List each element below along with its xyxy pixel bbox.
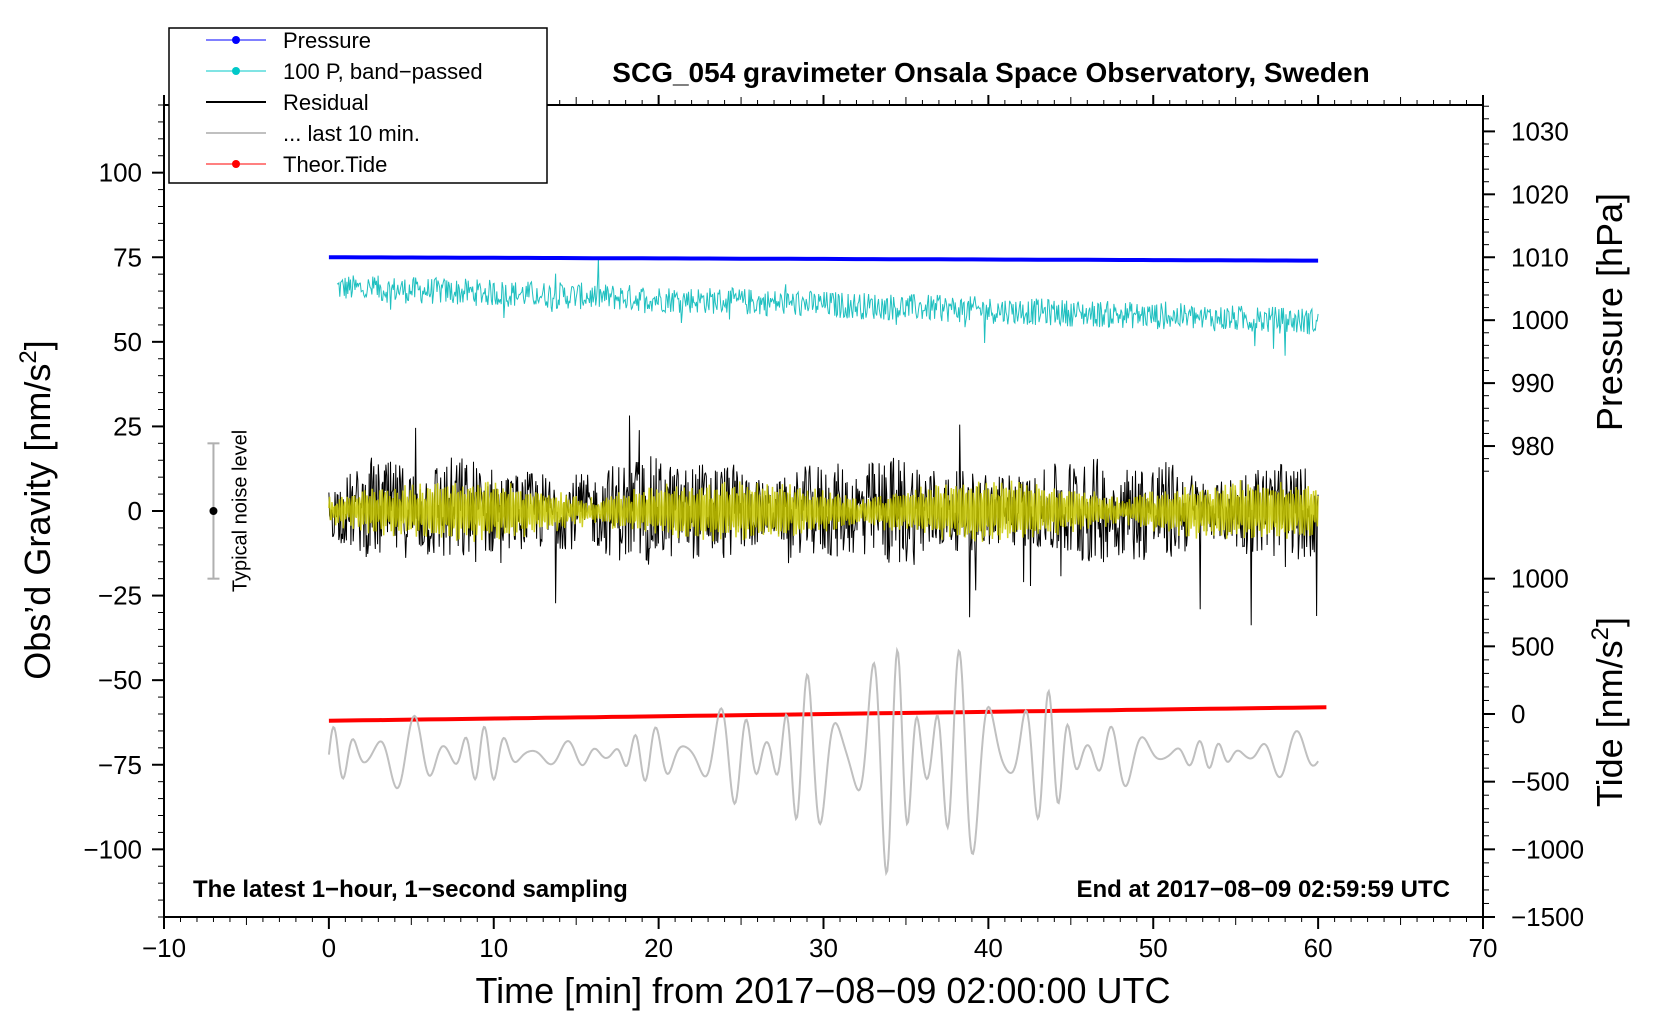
- series-group: [327, 255, 1327, 877]
- x-tick-label: 40: [974, 933, 1003, 963]
- series-bandpassed-line: [336, 257, 1319, 356]
- axes: −10 0 10 20 30 40 50 60 701007550250−25−50−75−10…: [83, 95, 1584, 963]
- y-tick-label-pressure: 980: [1511, 431, 1554, 461]
- y-tick-label-left: 100: [99, 158, 142, 188]
- series-pressure-line: [328, 255, 1319, 263]
- y-tick-label-pressure: 990: [1511, 368, 1554, 398]
- legend: Pressure 100 P, band−passed Residual ...…: [168, 27, 548, 184]
- y-tick-label-left: −50: [98, 665, 142, 695]
- noise-level-indicator: Typical noise level: [207, 430, 251, 592]
- y-axis-title-pressure: Pressure [hPa]: [1589, 193, 1630, 431]
- legend-box: [168, 27, 548, 184]
- x-tick-label: 0: [322, 933, 336, 963]
- y-tick-label-left: 25: [113, 411, 142, 441]
- y-tick-label-left: −25: [98, 581, 142, 611]
- x-tick-label: 10: [479, 933, 508, 963]
- y-tick-label-left: 0: [128, 496, 142, 526]
- y-tick-label-tide: −1500: [1511, 902, 1584, 932]
- y-tick-label-tide: −500: [1511, 767, 1570, 797]
- y-tick-label-tide: 0: [1511, 699, 1525, 729]
- x-tick-label: 50: [1139, 933, 1168, 963]
- series-last10-line: [327, 646, 1319, 877]
- y-tick-label-tide: 500: [1511, 631, 1554, 661]
- caption-left: The latest 1−hour, 1−second sampling: [193, 876, 628, 903]
- legend-marker-pressure: [232, 36, 240, 44]
- legend-label-tide: Theor.Tide: [283, 152, 387, 177]
- legend-label-bandpassed: 100 P, band−passed: [283, 59, 483, 84]
- legend-label-residual: Residual: [283, 90, 369, 115]
- y-tick-label-tide: −1000: [1511, 834, 1584, 864]
- y-tick-label-left: 75: [113, 242, 142, 272]
- y-tick-label-left: −100: [83, 834, 142, 864]
- y-tick-label-pressure: 1030: [1511, 116, 1569, 146]
- noise-label: Typical noise level: [229, 430, 251, 592]
- y-tick-label-pressure: 1020: [1511, 179, 1569, 209]
- legend-marker-bandpassed: [232, 67, 240, 75]
- x-tick-label: 60: [1304, 933, 1333, 963]
- y-tick-label-pressure: 1010: [1511, 242, 1569, 272]
- chart-title: SCG_054 gravimeter Onsala Space Observat…: [612, 57, 1369, 88]
- series-tide-line: [328, 705, 1327, 723]
- x-tick-label: 30: [809, 933, 838, 963]
- y-axis-title-tide: Tide [nm/s2]: [1587, 617, 1630, 807]
- x-tick-label: 20: [644, 933, 673, 963]
- y-tick-label-left: 50: [113, 327, 142, 357]
- legend-marker-tide: [232, 160, 240, 168]
- series-residual-overlay-line: [328, 479, 1319, 542]
- noise-center-dot: [209, 507, 218, 515]
- y-axis-title-left: Obs’d Gravity [nm/s2]: [15, 340, 58, 679]
- legend-label-last10: ... last 10 min.: [283, 121, 420, 146]
- y-tick-label-pressure: 1000: [1511, 305, 1569, 335]
- y-tick-label-left: −75: [98, 750, 142, 780]
- x-axis-title: Time [min] from 2017−08−09 02:00:00 UTC: [475, 970, 1170, 1011]
- x-tick-label: 70: [1469, 933, 1498, 963]
- x-tick-label: −10: [142, 933, 186, 963]
- y-tick-label-tide: 1000: [1511, 564, 1569, 594]
- legend-label-pressure: Pressure: [283, 28, 371, 53]
- caption-right: End at 2017−08−09 02:59:59 UTC: [1076, 876, 1450, 903]
